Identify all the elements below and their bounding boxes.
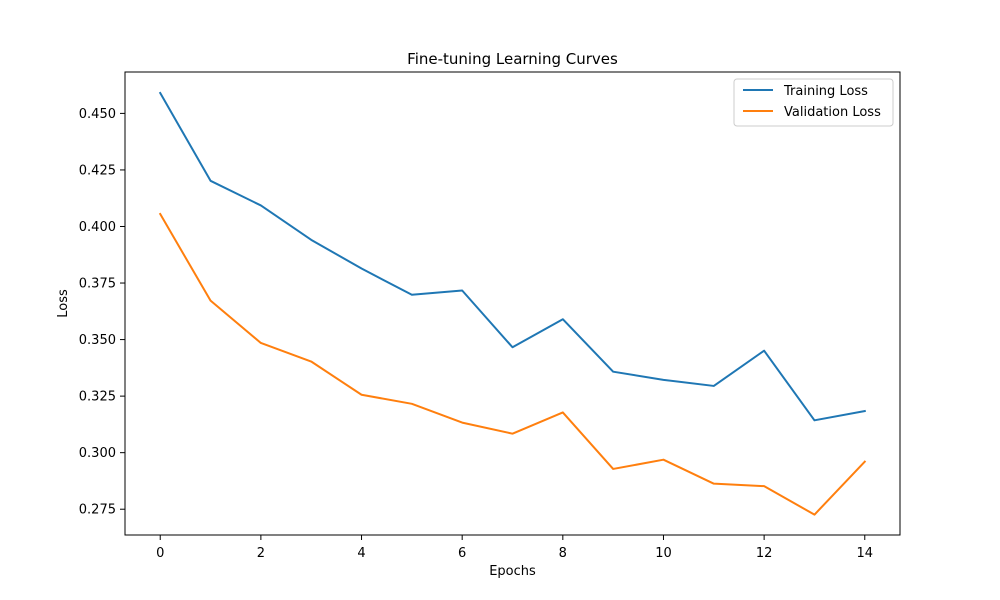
y-tick-label: 0.275 (79, 503, 116, 518)
x-tick-label: 2 (257, 546, 265, 561)
x-tick-label: 10 (655, 546, 672, 561)
legend: Training Loss Validation Loss (733, 78, 894, 127)
series-line-validation-loss (158, 212, 867, 516)
y-tick-label: 0.375 (79, 277, 116, 292)
series-line-training-loss (158, 91, 866, 422)
x-tick-label: 4 (357, 546, 365, 561)
legend-label-training-loss: Training Loss (783, 84, 868, 99)
axes-frame (124, 71, 901, 536)
legend-box (733, 78, 894, 127)
chart-title: Fine-tuning Learning Curves (407, 50, 618, 68)
x-tick-label: 8 (559, 546, 567, 561)
x-tick-label: 14 (856, 546, 873, 561)
y-tick-label: 0.400 (79, 220, 116, 235)
x-axis-label: Epochs (489, 564, 536, 579)
x-tick-label: 12 (756, 546, 773, 561)
y-tick-label: 0.450 (79, 107, 116, 122)
y-tick-label: 0.350 (79, 333, 116, 348)
x-tick-label: 6 (458, 546, 466, 561)
y-axis-label: Loss (56, 289, 71, 318)
y-axis-ticks: 0.275 0.300 0.325 0.350 0.375 0.400 0.425 0.450 (79, 107, 125, 518)
x-axis-ticks: 0 2 4 6 8 10 12 14 (156, 535, 873, 561)
y-tick-label: 0.425 (79, 163, 116, 178)
plot-area (125, 72, 900, 535)
series-layer (158, 91, 867, 516)
y-tick-label: 0.300 (79, 446, 116, 461)
legend-label-validation-loss: Validation Loss (784, 105, 881, 120)
y-tick-label: 0.325 (79, 390, 116, 405)
x-tick-label: 0 (156, 546, 164, 561)
